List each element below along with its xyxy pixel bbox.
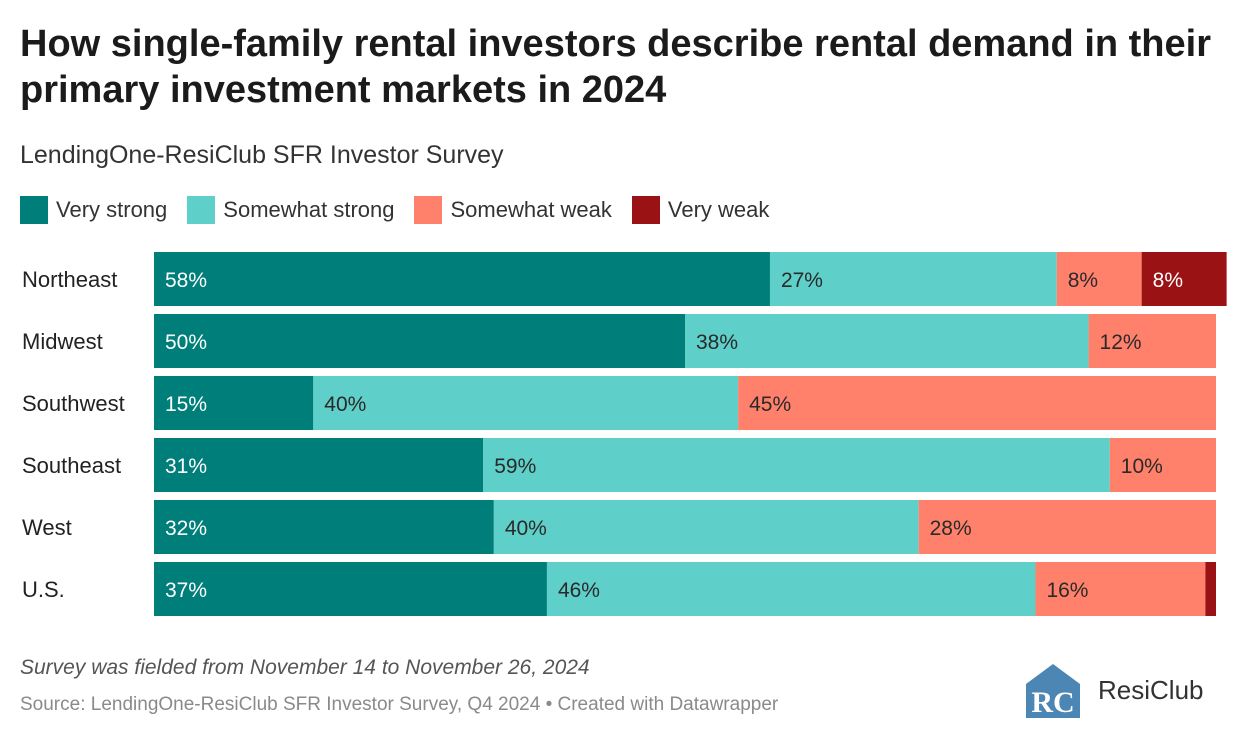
- data-label-west-somewhat-strong: 40%: [505, 517, 547, 540]
- data-label-northeast-very-strong: 58%: [165, 269, 207, 292]
- category-label-southwest: Southwest: [22, 391, 125, 416]
- legend-swatch-somewhat-weak: [414, 196, 443, 224]
- legend-item-somewhat-weak: Somewhat weak: [414, 196, 612, 224]
- category-label-northeast: Northeast: [22, 267, 117, 292]
- data-label-u-s-somewhat-weak: 16%: [1046, 579, 1088, 602]
- data-label-midwest-very-strong: 50%: [165, 331, 207, 354]
- data-label-southeast-very-strong: 31%: [165, 455, 207, 478]
- bar-u-s-very-strong: [154, 562, 547, 616]
- data-label-west-very-strong: 32%: [165, 517, 207, 540]
- data-label-southwest-somewhat-weak: 45%: [749, 393, 791, 416]
- chart-subtitle: LendingOne-ResiClub SFR Investor Survey: [20, 141, 504, 169]
- bar-midwest-somewhat-weak: [1088, 314, 1216, 368]
- bar-northeast-somewhat-weak: [1056, 252, 1142, 306]
- bar-southwest-somewhat-strong: [313, 376, 739, 430]
- data-label-midwest-somewhat-weak: 12%: [1100, 331, 1142, 354]
- legend-item-very-strong: Very strong: [20, 196, 167, 224]
- category-label-southeast: Southeast: [22, 453, 121, 478]
- legend-item-very-weak: Very weak: [631, 196, 770, 224]
- data-label-northeast-somewhat-strong: 27%: [781, 269, 823, 292]
- stacked-bar-chart: Northeast 58% 27% 8% 8% Midwest 50% 38% 12% South…: [22, 252, 1227, 616]
- bar-west-somewhat-weak: [918, 500, 1216, 554]
- bar-northeast-somewhat-strong: [769, 252, 1057, 306]
- data-label-southeast-somewhat-weak: 10%: [1121, 455, 1163, 478]
- legend-label-very-strong: Very strong: [56, 197, 168, 222]
- bar-u-s-somewhat-strong: [546, 562, 1036, 616]
- legend-item-somewhat-strong: Somewhat strong: [187, 196, 394, 224]
- bar-southwest-somewhat-weak: [738, 376, 1216, 430]
- logo-mark: RC: [1031, 686, 1074, 718]
- category-label-west: West: [22, 515, 72, 540]
- category-label-u-s: U.S.: [22, 577, 65, 602]
- bar-u-s-very-weak: [1205, 562, 1216, 616]
- bar-northeast-very-weak: [1141, 252, 1227, 306]
- category-label-midwest: Midwest: [22, 329, 103, 354]
- legend-swatch-somewhat-strong: [187, 196, 216, 224]
- chart-title: How single-family rental investors descr…: [20, 23, 1211, 111]
- data-label-midwest-somewhat-strong: 38%: [696, 331, 738, 354]
- bar-u-s-somewhat-weak: [1035, 562, 1206, 616]
- legend: Very strong Somewhat strong Somewhat wea…: [20, 196, 789, 224]
- data-label-southeast-somewhat-strong: 59%: [494, 455, 536, 478]
- bar-west-somewhat-strong: [493, 500, 919, 554]
- bar-west-very-strong: [154, 500, 494, 554]
- data-label-southwest-somewhat-strong: 40%: [324, 393, 366, 416]
- data-label-northeast-somewhat-weak: 8%: [1068, 269, 1098, 292]
- bar-midwest-somewhat-strong: [685, 314, 1089, 368]
- bar-southeast-somewhat-strong: [483, 438, 1110, 492]
- bar-southeast-somewhat-weak: [1109, 438, 1216, 492]
- legend-swatch-very-weak: [631, 196, 660, 224]
- data-label-southwest-very-strong: 15%: [165, 393, 207, 416]
- bar-southwest-very-strong: [154, 376, 314, 430]
- bar-midwest-very-strong: [154, 314, 685, 368]
- data-label-northeast-very-weak: 8%: [1153, 269, 1183, 292]
- legend-label-very-weak: Very weak: [667, 197, 770, 222]
- legend-label-somewhat-weak: Somewhat weak: [450, 197, 612, 222]
- bar-northeast-very-strong: [154, 252, 770, 306]
- chart-notes: Survey was fielded from November 14 to N…: [20, 656, 590, 679]
- resiclub-logo: RC ResiClub: [1024, 662, 1204, 718]
- legend-swatch-very-strong: [20, 196, 48, 224]
- resiclub-logo-icon: RC: [1026, 664, 1080, 718]
- chart-source: Source: LendingOne-ResiClub SFR Investor…: [20, 694, 779, 715]
- data-label-u-s-very-strong: 37%: [165, 579, 207, 602]
- data-label-west-somewhat-weak: 28%: [930, 517, 972, 540]
- logo-text: ResiClub: [1098, 674, 1204, 705]
- data-label-u-s-somewhat-strong: 46%: [558, 579, 600, 602]
- legend-label-somewhat-strong: Somewhat strong: [223, 197, 395, 222]
- bar-southeast-very-strong: [154, 438, 484, 492]
